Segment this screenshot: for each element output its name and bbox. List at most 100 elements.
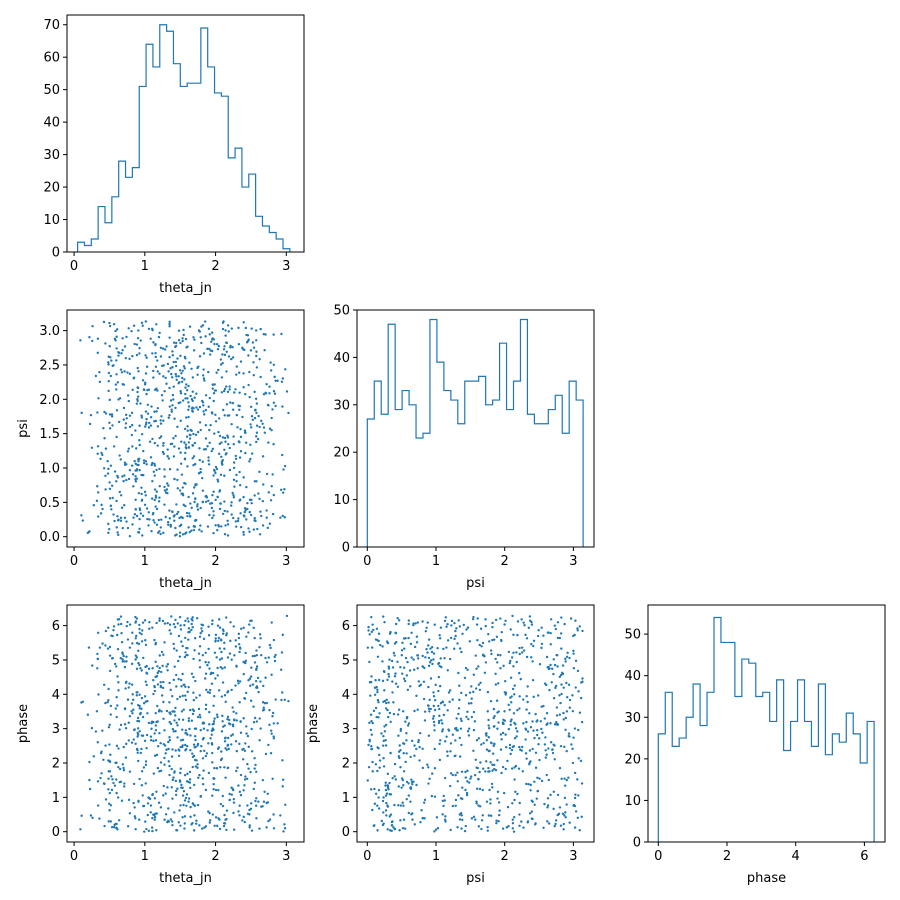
scatter-point [190, 529, 193, 532]
scatter-point [382, 615, 385, 618]
scatter-point [467, 781, 471, 784]
scatter-point [144, 782, 147, 785]
scatter-point [231, 408, 235, 411]
scatter-point [162, 794, 165, 797]
scatter-point [567, 734, 570, 738]
scatter-point [470, 685, 473, 688]
scatter-point [540, 779, 544, 783]
scatter-point [214, 413, 217, 416]
scatter-point [173, 811, 176, 814]
scatter-point [132, 516, 135, 519]
scatter-point [510, 695, 513, 698]
scatter-point [210, 733, 213, 736]
scatter-point [182, 708, 185, 711]
scatter-point [223, 766, 226, 769]
scatter-point [138, 352, 141, 355]
scatter-point [100, 772, 103, 775]
scatter-point [171, 820, 174, 823]
y-tick-label: 1 [342, 791, 350, 806]
scatter-point [495, 819, 498, 822]
scatter-point [127, 399, 130, 403]
scatter-point [512, 830, 516, 833]
scatter-point [375, 715, 378, 719]
scatter-point [155, 323, 158, 326]
scatter-point [183, 441, 186, 444]
scatter-point [475, 739, 479, 742]
scatter-point [573, 727, 577, 730]
scatter-point [128, 770, 132, 773]
scatter-point [137, 531, 140, 534]
scatter-point [384, 781, 387, 784]
scatter-point [119, 622, 123, 626]
scatter-point [181, 794, 185, 797]
scatter-points [79, 614, 290, 833]
scatter-point [393, 775, 396, 778]
scatter-point [454, 804, 457, 807]
scatter-point [154, 660, 157, 664]
scatter-point [142, 702, 146, 705]
scatter-point [216, 495, 219, 498]
scatter-point [558, 694, 561, 697]
scatter-point [376, 690, 379, 694]
scatter-point [166, 482, 169, 485]
scatter-point [569, 617, 573, 620]
scatter-point [562, 822, 565, 826]
scatter-point [200, 476, 204, 480]
scatter-point [220, 650, 223, 654]
scatter-point [156, 671, 159, 675]
scatter-point [174, 360, 178, 364]
scatter-point [148, 518, 151, 521]
scatter-point [400, 654, 404, 657]
scatter-point [430, 794, 434, 798]
scatter-point [186, 425, 189, 428]
scatter-point [200, 623, 203, 626]
scatter-point [417, 680, 420, 683]
scatter-point [204, 825, 208, 828]
scatter-point [253, 519, 256, 522]
scatter-point [172, 776, 175, 779]
scatter-point [159, 422, 163, 425]
scatter-point [174, 372, 177, 376]
scatter-point [552, 658, 555, 661]
scatter-point [531, 747, 534, 751]
scatter-point [516, 792, 519, 796]
scatter-point [568, 698, 572, 702]
scatter-point [108, 802, 111, 805]
scatter-point [256, 527, 259, 531]
scatter-point [123, 665, 127, 669]
scatter-point [464, 788, 467, 792]
scatter-point [104, 474, 107, 477]
scatter-point [419, 820, 422, 824]
scatter-point [121, 763, 124, 766]
scatter-point [108, 654, 112, 657]
scatter-point [177, 329, 181, 332]
scatter-point [237, 810, 240, 813]
y-tick-label: 0 [342, 825, 350, 840]
scatter-point [138, 443, 141, 447]
scatter-point [487, 632, 490, 636]
scatter-point [491, 769, 494, 772]
scatter-point [186, 653, 189, 657]
scatter-point [136, 395, 140, 398]
scatter-point [270, 416, 273, 420]
scatter-point [220, 376, 224, 379]
scatter-point [465, 793, 469, 797]
scatter-point [378, 766, 381, 769]
scatter-point [223, 694, 227, 697]
scatter-point [368, 721, 371, 725]
scatter-point [172, 730, 175, 733]
scatter-point [512, 633, 515, 636]
scatter-point [180, 473, 184, 476]
scatter-point [510, 656, 514, 659]
scatter-point [211, 761, 214, 764]
scatter-point [147, 511, 150, 514]
scatter-point [179, 624, 182, 627]
scatter-point [461, 797, 464, 801]
scatter-point [201, 654, 205, 657]
scatter-point [220, 657, 224, 660]
scatter-point [458, 625, 461, 628]
scatter-point [114, 383, 118, 386]
scatter-point [131, 445, 134, 448]
scatter-point [144, 460, 148, 463]
